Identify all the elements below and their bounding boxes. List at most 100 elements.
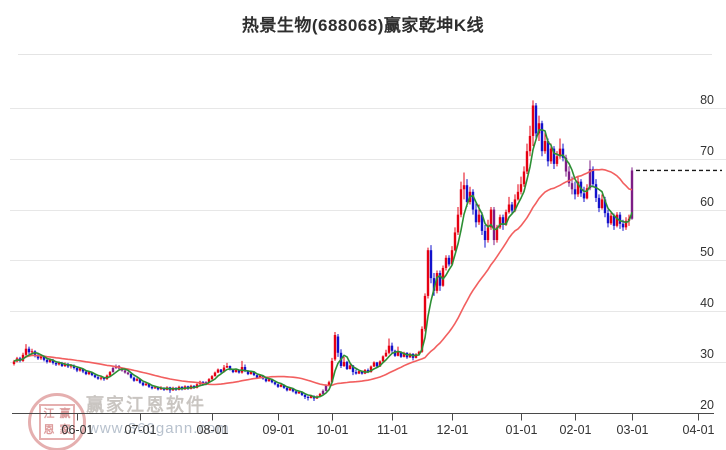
- candle-body: [24, 348, 28, 355]
- candle-body: [60, 362, 64, 366]
- candle-body: [462, 185, 466, 190]
- candle-body: [369, 366, 373, 373]
- candle-body: [417, 351, 421, 355]
- candle-body: [477, 214, 481, 223]
- candle-body: [450, 250, 454, 265]
- candle-body: [381, 356, 385, 362]
- candle-body: [321, 390, 325, 394]
- candle-body: [54, 362, 58, 365]
- candle-body: [129, 374, 133, 378]
- candle-body: [87, 372, 91, 375]
- candle-body: [456, 214, 460, 233]
- price-gridlines: [10, 108, 726, 363]
- candlesticks: [12, 100, 634, 402]
- y-axis-labels: 80 70 60 50 40 30 20: [700, 93, 714, 412]
- candle-body: [408, 353, 412, 358]
- candle-body: [621, 223, 625, 228]
- candle-body: [513, 199, 517, 211]
- y-axis-label: 20: [700, 398, 714, 412]
- x-axis-label: 07-01: [125, 423, 157, 437]
- candle-body: [51, 359, 55, 363]
- candle-body: [108, 372, 112, 376]
- candle-body: [390, 345, 394, 351]
- candle-body: [522, 171, 526, 185]
- candle-body: [252, 371, 256, 376]
- candle-body: [534, 105, 538, 134]
- candle-body: [336, 336, 340, 353]
- candle-body: [213, 372, 217, 377]
- candle-body: [270, 379, 274, 383]
- candle-body: [543, 141, 547, 152]
- candle-body: [612, 215, 616, 226]
- x-axis-label: 01-01: [506, 423, 538, 437]
- candle-body: [423, 295, 427, 329]
- candle-body: [294, 391, 298, 394]
- ma-long-line: [13, 168, 633, 387]
- candle-body: [84, 371, 88, 375]
- candle-body: [498, 217, 502, 228]
- candle-body: [519, 184, 523, 192]
- x-axis-label: 09-01: [263, 423, 295, 437]
- candle-body: [96, 377, 100, 379]
- candle-body: [609, 215, 613, 224]
- candle-body: [552, 148, 556, 164]
- candle-body: [375, 362, 379, 367]
- candle-body: [285, 387, 289, 391]
- watermark-url: www.360gann.com: [88, 420, 230, 437]
- candle-body: [327, 382, 331, 386]
- candle-body: [489, 209, 493, 228]
- candle-body: [444, 257, 448, 268]
- candle-body: [624, 220, 628, 228]
- x-axis-label: 03-01: [617, 423, 649, 437]
- candle-body: [387, 345, 391, 353]
- candle-body: [318, 393, 322, 397]
- candle-body: [540, 123, 544, 152]
- candle-body: [348, 365, 352, 370]
- candle-body: [222, 367, 226, 373]
- candle-body: [333, 335, 337, 360]
- candle-body: [279, 384, 283, 387]
- candle-body: [492, 209, 496, 241]
- candle-body: [384, 352, 388, 357]
- x-axis-label: 12-01: [437, 423, 469, 437]
- candle-body: [372, 362, 376, 367]
- x-axis-label: 06-01: [62, 423, 94, 437]
- candle-body: [228, 365, 232, 370]
- candle-body: [588, 168, 592, 189]
- candle-body: [531, 105, 535, 136]
- candle-body: [441, 267, 445, 286]
- candle-body: [45, 359, 49, 362]
- candle-body: [27, 348, 31, 353]
- candle-body: [606, 213, 610, 224]
- candle-body: [591, 168, 595, 185]
- candle-body: [465, 185, 469, 202]
- candle-body: [366, 370, 370, 373]
- candle-body: [33, 351, 37, 356]
- candle-body: [111, 368, 115, 373]
- title-separator: [18, 54, 712, 55]
- candle-body: [573, 189, 577, 195]
- candle-body: [576, 181, 580, 195]
- candle-body: [243, 366, 247, 372]
- candle-body: [357, 371, 361, 374]
- candle-body: [396, 351, 400, 356]
- chart-title: 热景生物(688068)赢家乾坤K线: [241, 16, 485, 35]
- candle-body: [558, 148, 562, 157]
- candle-body: [330, 360, 334, 383]
- candle-body: [300, 391, 304, 395]
- candle-body: [483, 230, 487, 241]
- candle-body: [156, 387, 160, 390]
- candle-body: [342, 361, 346, 366]
- candle-body: [507, 204, 511, 213]
- seal-char: 家: [59, 423, 71, 436]
- candle-body: [525, 151, 529, 172]
- candle-body: [93, 375, 97, 378]
- x-axis-label: 08-01: [197, 423, 229, 437]
- candle-body: [429, 250, 433, 279]
- candle-body: [438, 273, 442, 286]
- candle-body: [303, 394, 307, 397]
- candle-body: [69, 365, 73, 367]
- candle-body: [582, 193, 586, 199]
- candle-body: [48, 359, 52, 362]
